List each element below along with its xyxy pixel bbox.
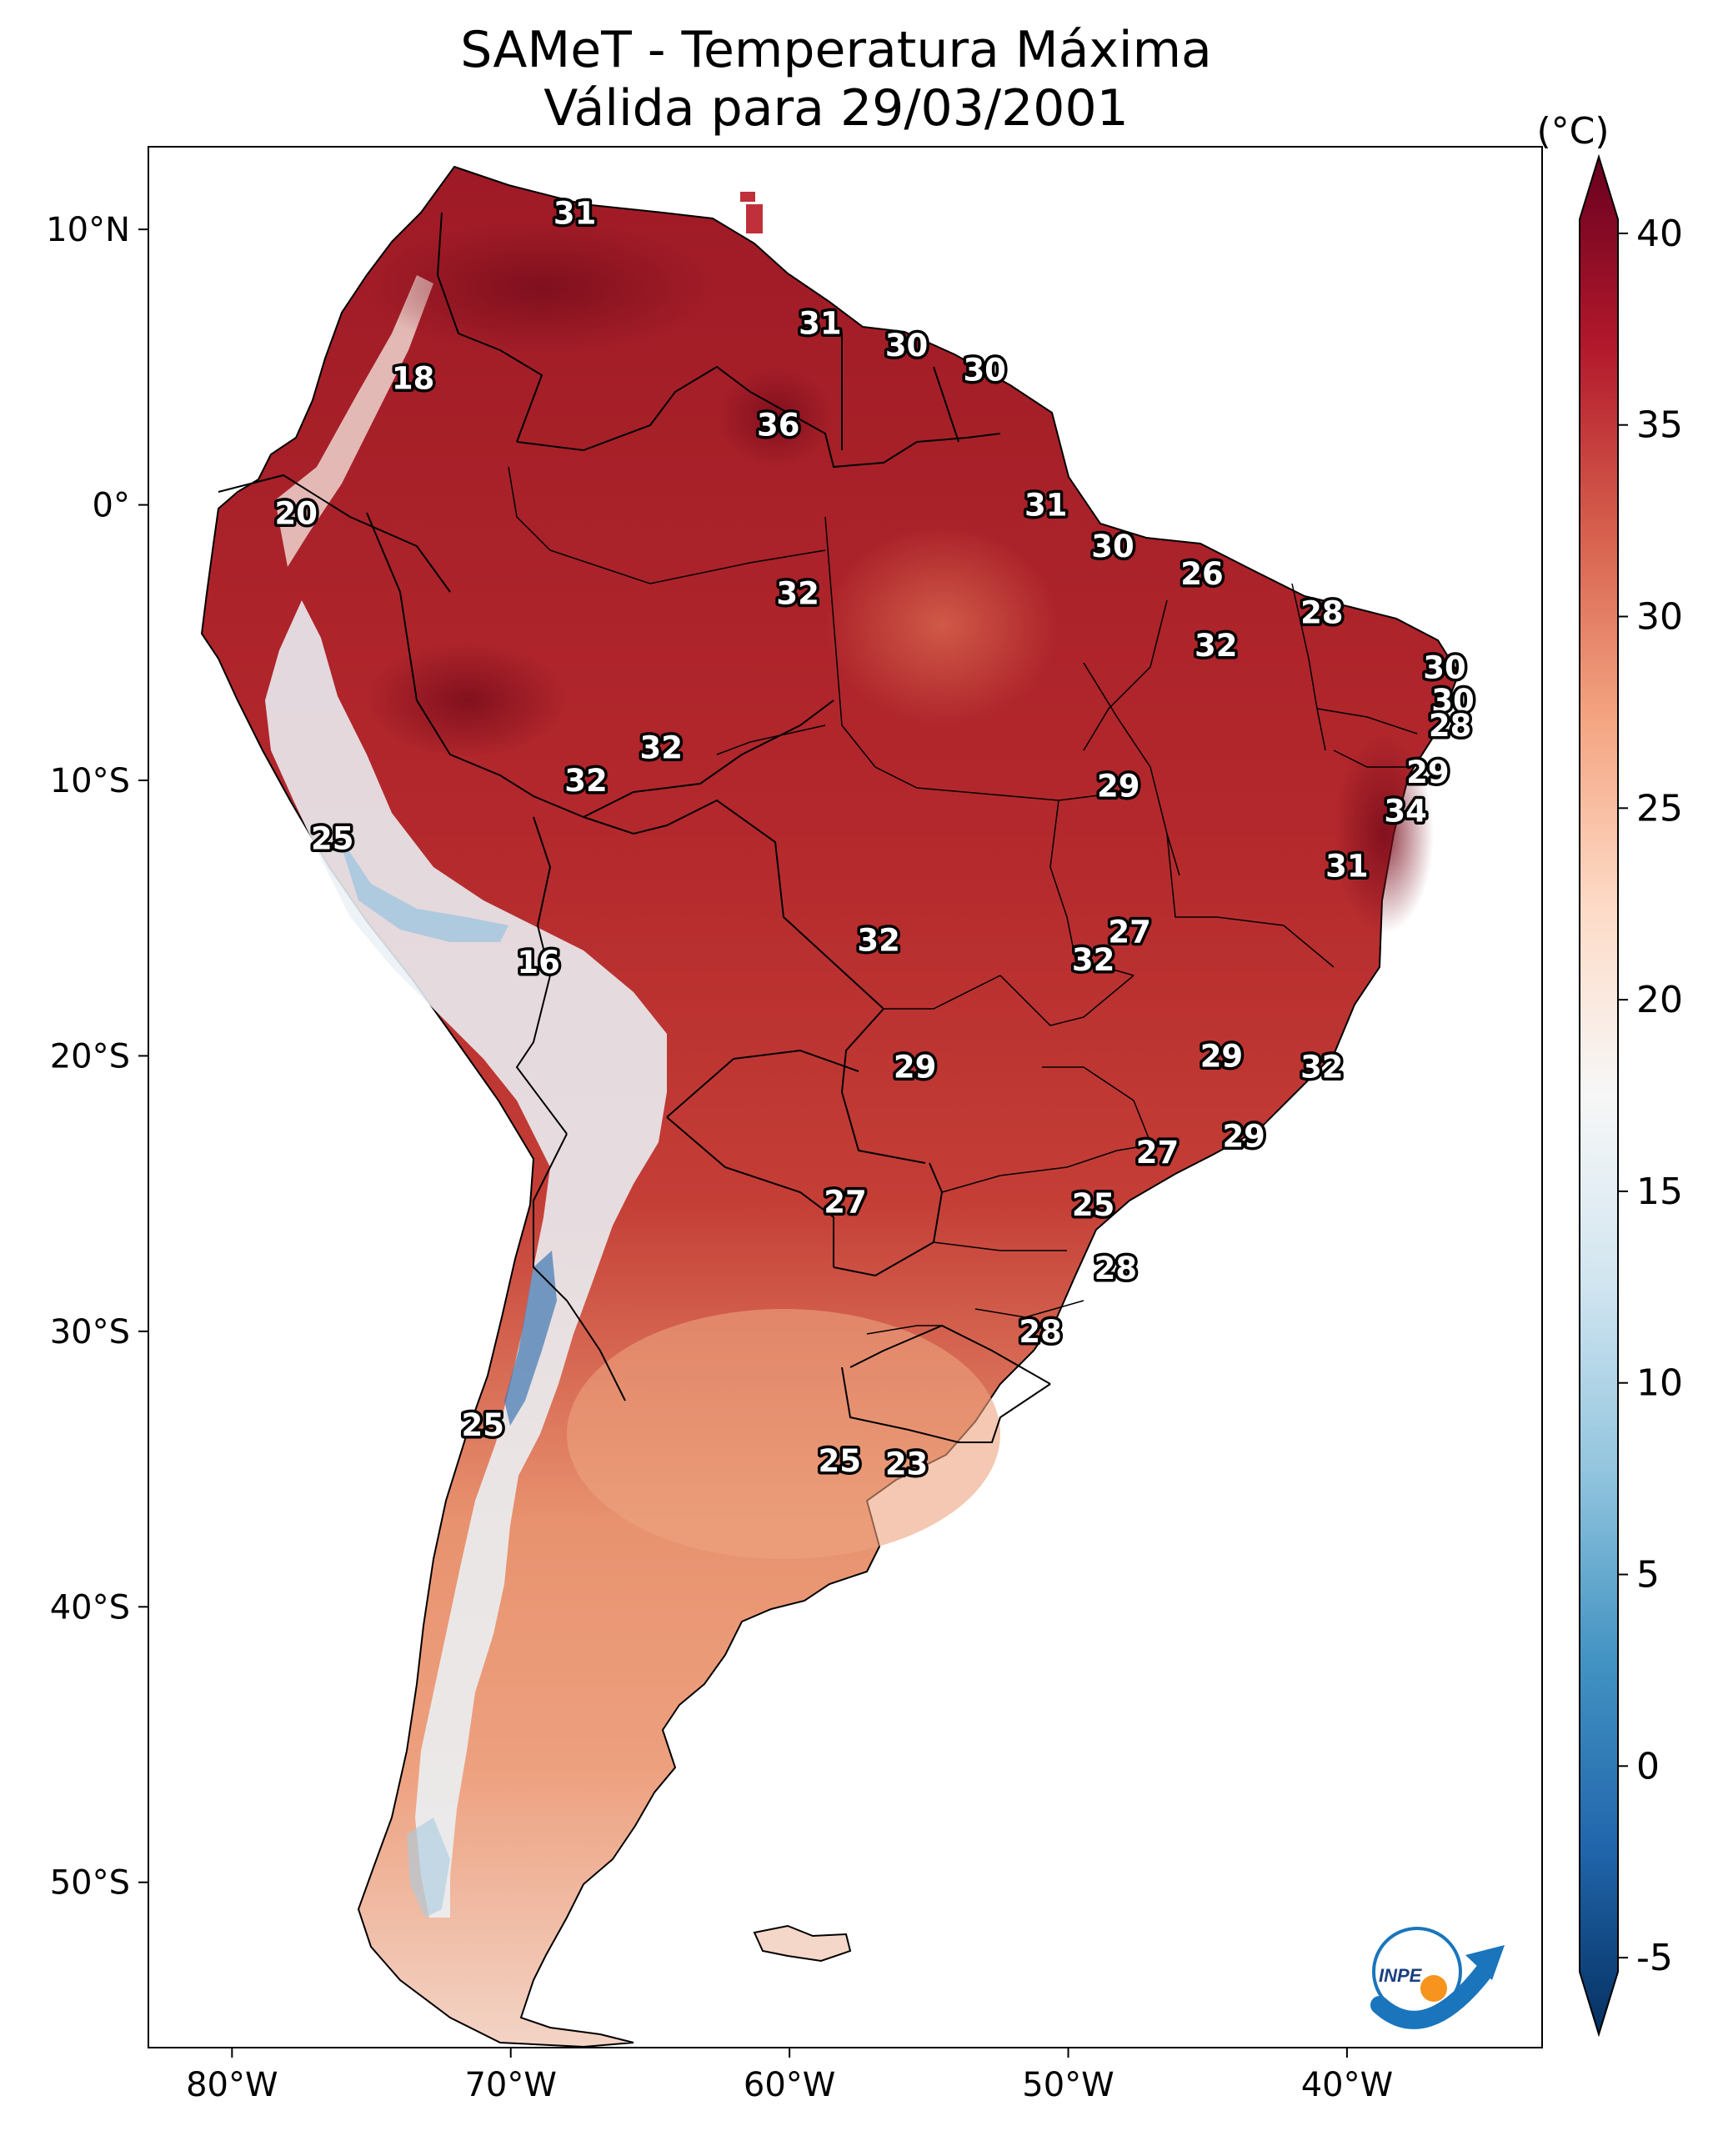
logo-orange-dot xyxy=(1420,1975,1447,2002)
temperature-label: 26 xyxy=(1180,556,1224,592)
lat-tick-label: 40°S xyxy=(50,1588,130,1627)
title-line-2: Válida para 29/03/2001 xyxy=(543,79,1129,138)
colorbar: 40 35 30 25 20 15 10 5 0 -5 (°C) xyxy=(1536,110,1683,2038)
andes-cool-band xyxy=(265,600,667,1918)
temperature-label: 27 xyxy=(1108,915,1151,950)
colorbar-tick-label: 30 xyxy=(1636,596,1683,639)
temperature-label: 29 xyxy=(894,1050,937,1086)
temperature-label: 29 xyxy=(1200,1038,1244,1074)
lon-tick-label: 40°W xyxy=(1301,2066,1393,2104)
lon-tick-label: 50°W xyxy=(1022,2066,1114,2104)
latitude-ticks: 10°N 0° 10°S 20°S 30°S 40°S 50°S xyxy=(46,211,148,1903)
colorbar-body xyxy=(1579,153,1619,2038)
temperature-label: 34 xyxy=(1384,793,1427,829)
temperature-label: 25 xyxy=(819,1443,862,1479)
lat-tick-label: 20°S xyxy=(50,1037,130,1075)
logo-swoosh xyxy=(1370,1963,1493,2029)
logo-arrow-head xyxy=(1465,1945,1505,1980)
temperature-label: 29 xyxy=(1097,769,1140,805)
logo-text: INPE xyxy=(1379,1965,1423,1986)
lat-tick-label: 10°S xyxy=(50,762,130,800)
temperature-label: 31 xyxy=(1325,848,1369,884)
lat-tick-label: 10°N xyxy=(46,211,130,249)
pampas-warm-zone xyxy=(567,1309,1000,1559)
temperature-label: 28 xyxy=(1019,1314,1062,1350)
lat-tick-label: 0° xyxy=(93,487,130,525)
temperature-label: 32 xyxy=(857,923,900,959)
state-borders xyxy=(508,466,1418,1335)
temperature-label: 27 xyxy=(1136,1135,1180,1171)
hotspot-western-amazon xyxy=(367,642,567,759)
colorbar-unit: (°C) xyxy=(1536,110,1609,153)
temperature-label: 28 xyxy=(1429,708,1472,744)
temperature-label: 23 xyxy=(885,1446,929,1482)
warm-zone-para xyxy=(825,525,1059,725)
hotspot-venezuela xyxy=(367,221,717,354)
temperature-label: 31 xyxy=(799,305,842,341)
temperature-label: 27 xyxy=(824,1185,867,1221)
patagonia-cool xyxy=(407,1818,450,1918)
temperature-label: 20 xyxy=(274,495,318,531)
colorbar-ticks: 40 35 30 25 20 15 10 5 0 -5 xyxy=(1618,213,1683,1979)
inpe-logo: INPE xyxy=(1370,1927,1505,2029)
colorbar-tick-label: 15 xyxy=(1636,1171,1683,1213)
colorbar-tick-label: 5 xyxy=(1636,1553,1660,1596)
chile-cold-ridge xyxy=(504,1251,557,1426)
temperature-label: 32 xyxy=(776,575,819,611)
hotspot-bahia-coast xyxy=(1334,734,1434,934)
temperature-label: 30 xyxy=(1423,650,1466,686)
temperature-label: 32 xyxy=(1300,1050,1344,1086)
temperature-label: 25 xyxy=(462,1407,505,1443)
colorbar-tick-label: 10 xyxy=(1636,1362,1683,1405)
temperature-label: 30 xyxy=(885,328,929,364)
hotspot-roraima xyxy=(717,367,834,467)
map-area xyxy=(148,146,1543,2048)
lon-tick-label: 60°W xyxy=(744,2066,835,2104)
country-borders xyxy=(218,212,1051,1443)
temperature-label: 29 xyxy=(1406,755,1450,790)
colorbar-tick-label: 40 xyxy=(1636,213,1683,255)
south-america-landmass xyxy=(200,165,1460,2048)
falkland-islands xyxy=(753,1924,852,1963)
map-frame xyxy=(148,146,1543,2048)
trinidad-island xyxy=(746,204,763,233)
temperature-label: 32 xyxy=(1072,942,1115,978)
temperature-label: 28 xyxy=(1094,1251,1138,1286)
temperature-label: 31 xyxy=(1024,488,1068,524)
title-line-1: SAMeT - Temperatura Máxima xyxy=(460,21,1212,79)
colorbar-tick-label: -5 xyxy=(1636,1937,1673,1979)
longitude-ticks: 80°W 70°W 60°W 50°W 40°W xyxy=(186,2048,1393,2104)
temperature-label: 25 xyxy=(311,820,354,856)
temperature-label: 25 xyxy=(1072,1187,1115,1223)
temperature-label: 32 xyxy=(640,730,684,765)
temperature-label: 32 xyxy=(1195,628,1238,664)
temperature-label: 18 xyxy=(392,361,435,397)
temperature-label: 16 xyxy=(517,945,560,980)
lon-tick-label: 80°W xyxy=(186,2066,278,2104)
colorbar-tick-label: 35 xyxy=(1636,404,1683,447)
colorbar-tick-label: 25 xyxy=(1636,787,1683,830)
colorbar-tick-label: 20 xyxy=(1636,979,1683,1021)
andes-cold-core xyxy=(338,834,508,942)
lat-tick-label: 50°S xyxy=(50,1864,130,1903)
lat-tick-label: 30°S xyxy=(50,1313,130,1351)
colorbar-tick-label: 0 xyxy=(1636,1745,1660,1787)
temperature-label: 30 xyxy=(963,353,1006,389)
temperature-label: 29 xyxy=(1222,1118,1265,1154)
temperature-label: 36 xyxy=(757,408,800,444)
temperature-label: 30 xyxy=(1091,529,1134,564)
temperature-label: 32 xyxy=(564,763,608,799)
lon-tick-label: 70°W xyxy=(464,2066,556,2104)
temperature-label: 28 xyxy=(1300,594,1344,630)
temperature-label: 31 xyxy=(553,195,597,231)
caribbean-island xyxy=(740,192,755,202)
temperature-label: 30 xyxy=(1431,683,1475,719)
